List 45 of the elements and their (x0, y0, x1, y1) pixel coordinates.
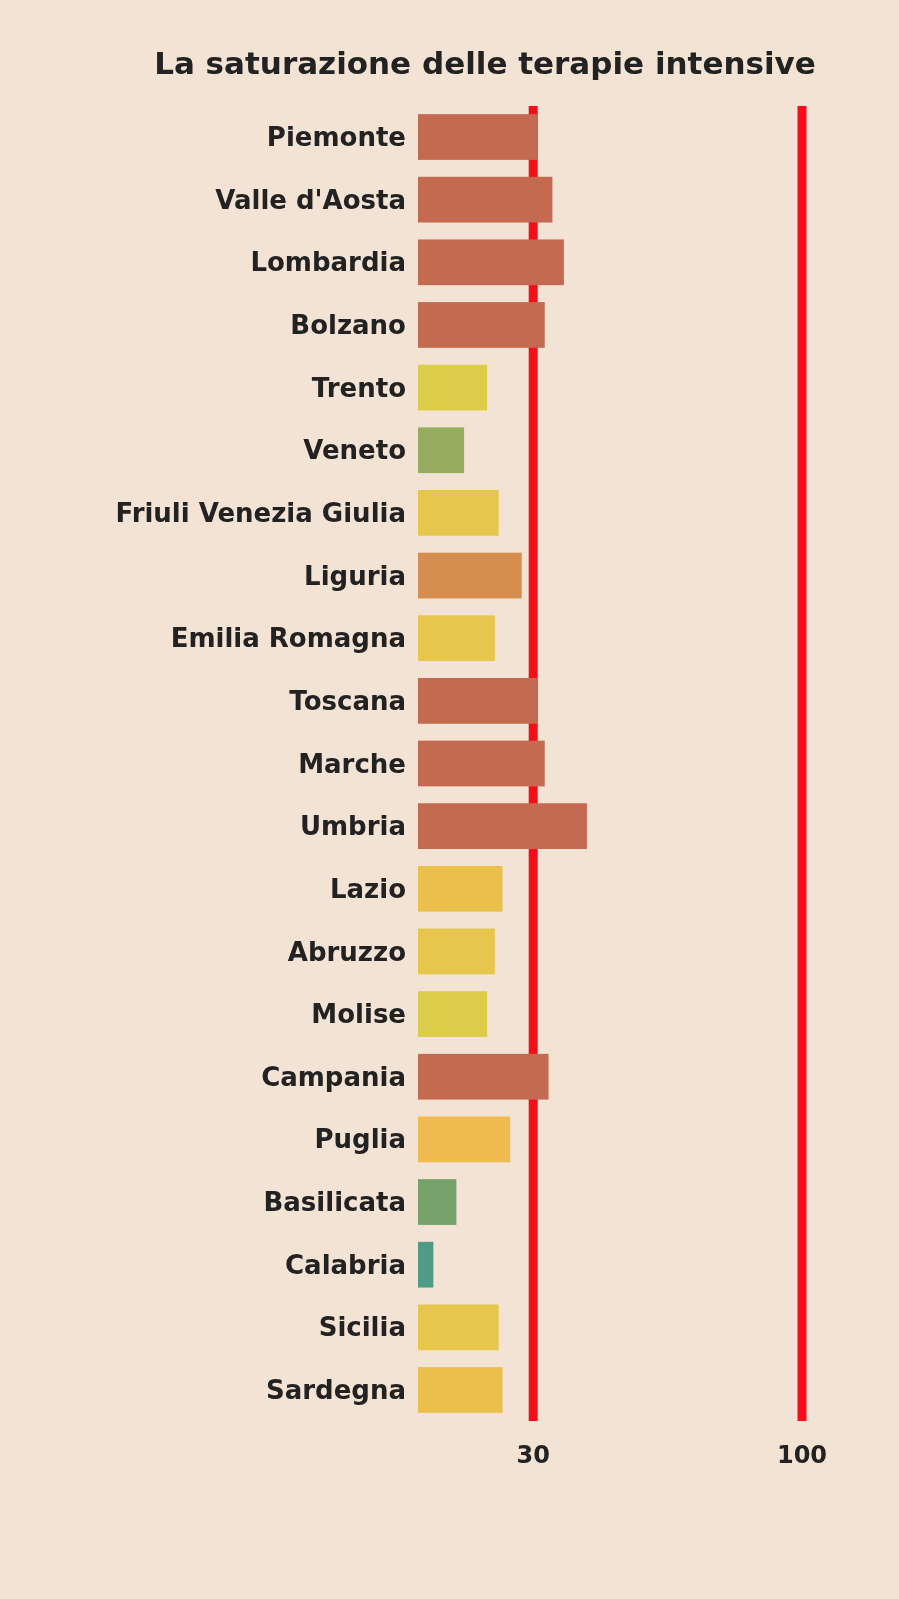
y-tick-label: Valle d'Aosta (215, 184, 406, 215)
bar (418, 928, 495, 975)
chart-title: La saturazione delle terapie intensive (154, 45, 816, 81)
y-tick-label: Marche (298, 748, 406, 779)
bar (418, 302, 545, 348)
bar (418, 114, 538, 160)
y-tick-label: Bolzano (290, 310, 406, 341)
y-tick-label: Basilicata (263, 1187, 406, 1218)
bar (418, 1053, 549, 1100)
y-tick-label: Friuli Venezia Giulia (115, 498, 406, 528)
bar (418, 1367, 503, 1413)
x-tick-label: 100 (776, 1441, 828, 1470)
y-tick-label: Sardegna (265, 1375, 406, 1406)
bar (418, 991, 488, 1037)
bar (418, 1116, 511, 1163)
bar (418, 803, 587, 850)
bar (418, 1304, 499, 1351)
y-tick-label: Emilia Romagna (170, 623, 406, 654)
bar (418, 740, 545, 787)
bar (418, 1179, 457, 1225)
y-tick-label: Umbria (299, 811, 406, 842)
y-tick-label: Veneto (303, 435, 406, 466)
y-tick-label: Molise (311, 999, 406, 1030)
y-tick-label: Toscana (289, 685, 406, 716)
bar (418, 490, 499, 536)
bar (418, 552, 522, 599)
x-tick-label: 30 (516, 1441, 550, 1470)
bar (418, 427, 465, 474)
bar (418, 865, 503, 912)
bar (418, 677, 538, 724)
y-tick-label: Lazio (329, 873, 406, 904)
y-tick-label: Calabria (285, 1249, 406, 1280)
y-tick-label: Lombardia (250, 247, 406, 278)
bar (418, 615, 495, 662)
y-tick-label: Trento (311, 372, 406, 403)
y-tick-label: Piemonte (266, 122, 406, 153)
bar (418, 364, 488, 411)
bar (418, 176, 553, 223)
bar (418, 1241, 434, 1288)
y-tick-label: Abruzzo (287, 936, 406, 967)
y-tick-label: Campania (261, 1061, 406, 1092)
bar (418, 239, 564, 286)
y-tick-label: Liguria (304, 560, 406, 591)
y-tick-label: Puglia (314, 1124, 406, 1155)
y-tick-label: Sicilia (318, 1312, 406, 1343)
